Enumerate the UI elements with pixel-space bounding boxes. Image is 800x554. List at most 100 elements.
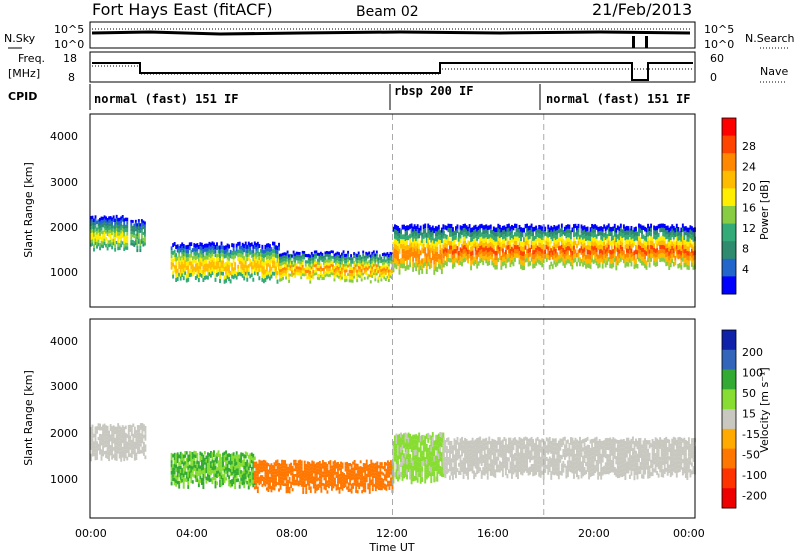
data-cell (321, 255, 324, 259)
data-cell (288, 470, 291, 474)
data-cell (520, 241, 522, 246)
data-cell (112, 218, 115, 223)
data-cell (328, 256, 331, 260)
data-cell (108, 442, 111, 446)
data-cell (635, 231, 637, 236)
data-cell (485, 241, 488, 247)
data-cell (312, 273, 315, 277)
data-cell (506, 228, 509, 233)
data-cell (96, 448, 98, 453)
data-cell (566, 250, 569, 255)
data-cell (355, 466, 358, 471)
data-cell (359, 480, 362, 484)
data-cell (585, 245, 588, 251)
data-cell (476, 458, 479, 463)
data-cell (362, 469, 365, 473)
data-cell (334, 480, 336, 484)
data-cell (265, 267, 268, 272)
data-cell (366, 255, 369, 259)
data-cell (222, 271, 225, 276)
data-cell (390, 264, 393, 268)
data-cell (361, 470, 364, 474)
data-cell (347, 485, 350, 489)
data-cell (282, 255, 284, 259)
data-cell (93, 218, 95, 223)
data-cell (232, 247, 235, 252)
data-cell (551, 264, 554, 269)
data-cell (279, 272, 281, 276)
data-cell (473, 261, 476, 266)
data-cell (674, 241, 677, 247)
data-cell (462, 474, 465, 480)
data-cell (633, 259, 636, 265)
data-cell (536, 249, 539, 255)
data-cell (202, 244, 205, 250)
data-cell (437, 263, 440, 269)
data-cell (479, 254, 482, 259)
data-cell (103, 440, 106, 445)
data-cell (422, 445, 425, 451)
data-cell (273, 462, 276, 466)
data-cell (529, 247, 532, 253)
data-cell (305, 483, 308, 488)
data-cell (185, 458, 188, 462)
data-cell (470, 227, 473, 233)
data-cell (370, 459, 373, 463)
data-cell (380, 477, 383, 481)
data-cell (256, 489, 259, 494)
data-cell (521, 251, 524, 257)
data-cell (139, 443, 142, 447)
data-cell (503, 229, 506, 235)
data-cell (492, 244, 495, 250)
data-cell (462, 258, 465, 263)
data-cell (628, 232, 631, 238)
data-cell (418, 227, 421, 234)
data-cell (470, 251, 473, 257)
data-cell (120, 457, 123, 462)
data-cell (600, 226, 603, 231)
data-cell (625, 252, 628, 258)
data-cell (194, 259, 197, 264)
data-cell (350, 269, 353, 274)
data-cell (453, 470, 456, 475)
data-cell (465, 471, 468, 476)
data-cell (359, 466, 362, 470)
data-cell (509, 258, 512, 263)
data-cell (638, 231, 640, 237)
data-cell (139, 245, 142, 249)
data-cell (176, 473, 179, 478)
data-cell (280, 271, 283, 276)
data-cell (384, 259, 387, 263)
data-cell (374, 278, 377, 282)
data-cell (382, 478, 385, 483)
data-cell (386, 257, 389, 261)
data-cell (202, 273, 205, 278)
data-cell (684, 239, 687, 245)
data-cell (311, 463, 314, 467)
data-cell (332, 482, 335, 486)
data-cell (450, 232, 453, 237)
data-cell (628, 237, 631, 242)
data-cell (327, 461, 330, 465)
data-cell (598, 244, 601, 250)
data-cell (130, 242, 133, 246)
data-cell (287, 470, 290, 474)
data-cell (225, 477, 228, 481)
data-cell (491, 247, 494, 253)
data-cell (108, 449, 111, 454)
data-cell (292, 264, 295, 268)
data-cell (282, 465, 285, 469)
data-cell (385, 475, 388, 479)
data-cell (633, 227, 636, 232)
data-cell (90, 229, 92, 234)
data-cell (123, 221, 126, 226)
data-cell (418, 437, 421, 443)
data-cell (582, 244, 584, 249)
data-cell (489, 254, 492, 260)
data-cell (692, 246, 695, 252)
data-cell (470, 265, 473, 271)
data-cell (421, 476, 424, 482)
data-cell (585, 264, 588, 269)
data-cell (206, 462, 209, 467)
data-cell (413, 475, 416, 481)
